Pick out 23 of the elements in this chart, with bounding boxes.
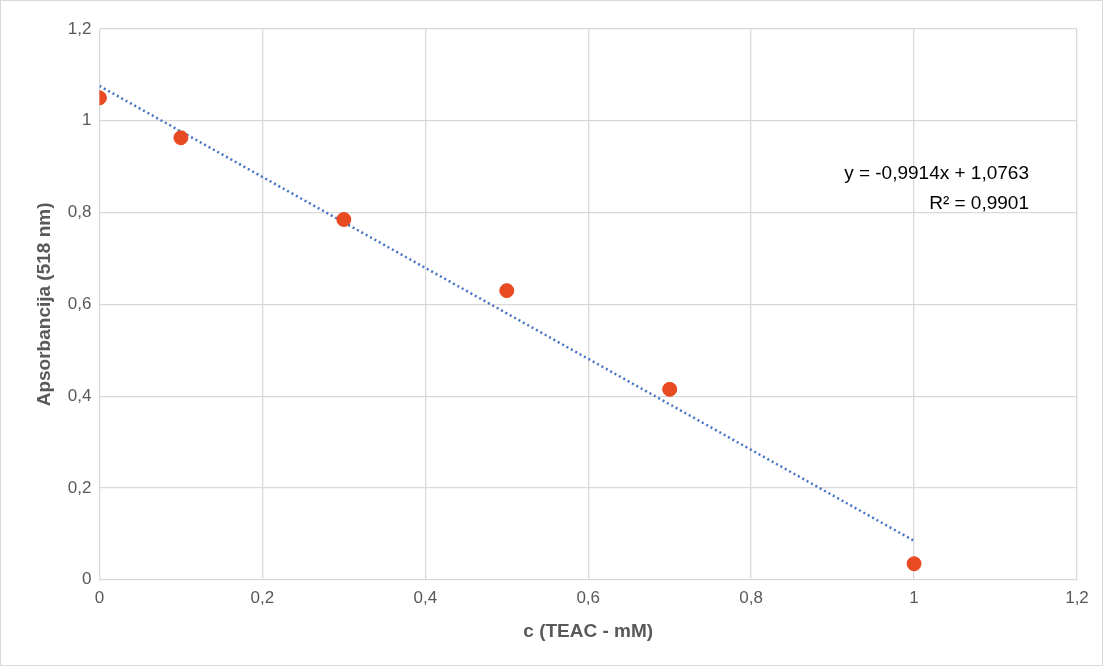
- point: [906, 556, 922, 572]
- y-tick-label: 0,8: [67, 202, 92, 222]
- point: [662, 381, 678, 397]
- annotation: R² = 0,9901: [929, 192, 1029, 214]
- point: [336, 211, 352, 227]
- x-tick-label: 0,2: [250, 587, 275, 607]
- y-tick-label: 0: [81, 569, 92, 589]
- y-tick-label: 0,6: [67, 294, 92, 314]
- y-axis-title: Apsorbancija (518 nm): [32, 202, 54, 407]
- y-tick-label: 0,4: [67, 385, 92, 405]
- x-tick-label: 0,6: [576, 587, 601, 607]
- point: [499, 283, 515, 299]
- y-tick-label: 0,2: [67, 477, 92, 497]
- x-tick-label: 1,2: [1065, 587, 1089, 607]
- x-tick-label: 0: [94, 587, 105, 607]
- annotation: y = -0,9914x + 1,0763: [844, 162, 1029, 184]
- x-tick-label: 0,8: [739, 587, 763, 607]
- y-tick-label: 1: [81, 110, 92, 130]
- y-tick-label: 1,2: [67, 18, 92, 38]
- x-tick-label: 0,4: [413, 587, 438, 607]
- point: [173, 130, 189, 146]
- x-tick-label: 1: [909, 587, 919, 607]
- x-axis-title: c (TEAC - mM): [523, 619, 654, 641]
